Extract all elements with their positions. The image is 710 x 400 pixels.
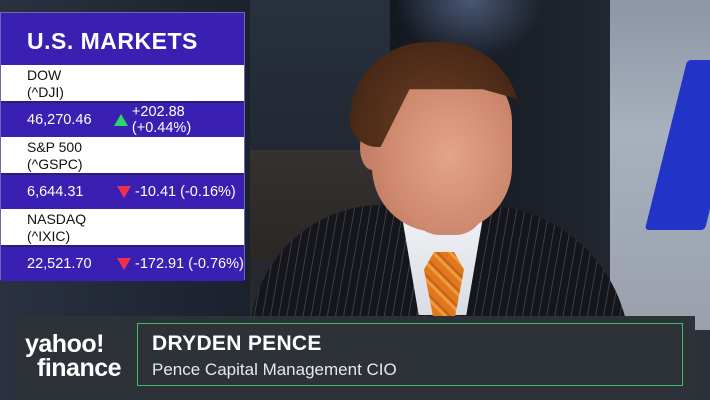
ticker-label: DOW (^DJI) bbox=[1, 65, 244, 101]
arrow-down-icon bbox=[117, 186, 131, 198]
ticker-label: NASDAQ (^IXIC) bbox=[1, 209, 244, 245]
markets-panel-title: U.S. MARKETS bbox=[1, 13, 244, 65]
ticker-change: -10.41 (-0.16%) bbox=[135, 184, 236, 200]
ticker-price: 6,644.31 bbox=[27, 184, 84, 200]
guest-name-box: DRYDEN PENCE Pence Capital Management CI… bbox=[137, 323, 683, 386]
us-markets-panel: U.S. MARKETS DOW (^DJI) 46,270.46 +202.8… bbox=[0, 12, 245, 281]
ticker-values: 6,644.31 -10.41 (-0.16%) bbox=[1, 175, 244, 209]
ticker-change: +202.88 (+0.44%) bbox=[131, 104, 192, 136]
ticker-symbol: (^GSPC) bbox=[27, 156, 83, 172]
ticker-symbol: (^IXIC) bbox=[27, 228, 71, 244]
ticker-label: S&P 500 (^GSPC) bbox=[1, 137, 244, 173]
logo-line-finance: finance bbox=[37, 354, 122, 382]
ticker-name: NASDAQ bbox=[27, 211, 87, 227]
ticker-price: 22,521.70 bbox=[27, 256, 92, 272]
ticker-sp500: S&P 500 (^GSPC) 6,644.31 -10.41 (-0.16%) bbox=[1, 137, 244, 209]
ticker-change: -172.91 (-0.76%) bbox=[135, 256, 244, 272]
ticker-name: DOW bbox=[27, 67, 62, 83]
ticker-values: 22,521.70 -172.91 (-0.76%) bbox=[1, 247, 244, 281]
yahoo-finance-logo: yahoo! finance bbox=[25, 330, 143, 382]
arrow-down-icon bbox=[117, 258, 131, 270]
lower-third: yahoo! finance DRYDEN PENCE Pence Capita… bbox=[15, 316, 695, 400]
ticker-price: 46,270.46 bbox=[27, 112, 92, 128]
ticker-name: S&P 500 bbox=[27, 139, 83, 155]
guest-title: Pence Capital Management CIO bbox=[152, 360, 397, 379]
ticker-nasdaq: NASDAQ (^IXIC) 22,521.70 -172.91 (-0.76%… bbox=[1, 209, 244, 281]
logo-line-yahoo: yahoo! bbox=[25, 330, 104, 358]
ticker-values: 46,270.46 +202.88 (+0.44%) bbox=[1, 103, 244, 137]
guest-name: DRYDEN PENCE bbox=[152, 332, 322, 355]
ticker-symbol: (^DJI) bbox=[27, 84, 64, 100]
arrow-up-icon bbox=[113, 114, 128, 126]
ticker-dow: DOW (^DJI) 46,270.46 +202.88 (+0.44%) bbox=[1, 65, 244, 137]
